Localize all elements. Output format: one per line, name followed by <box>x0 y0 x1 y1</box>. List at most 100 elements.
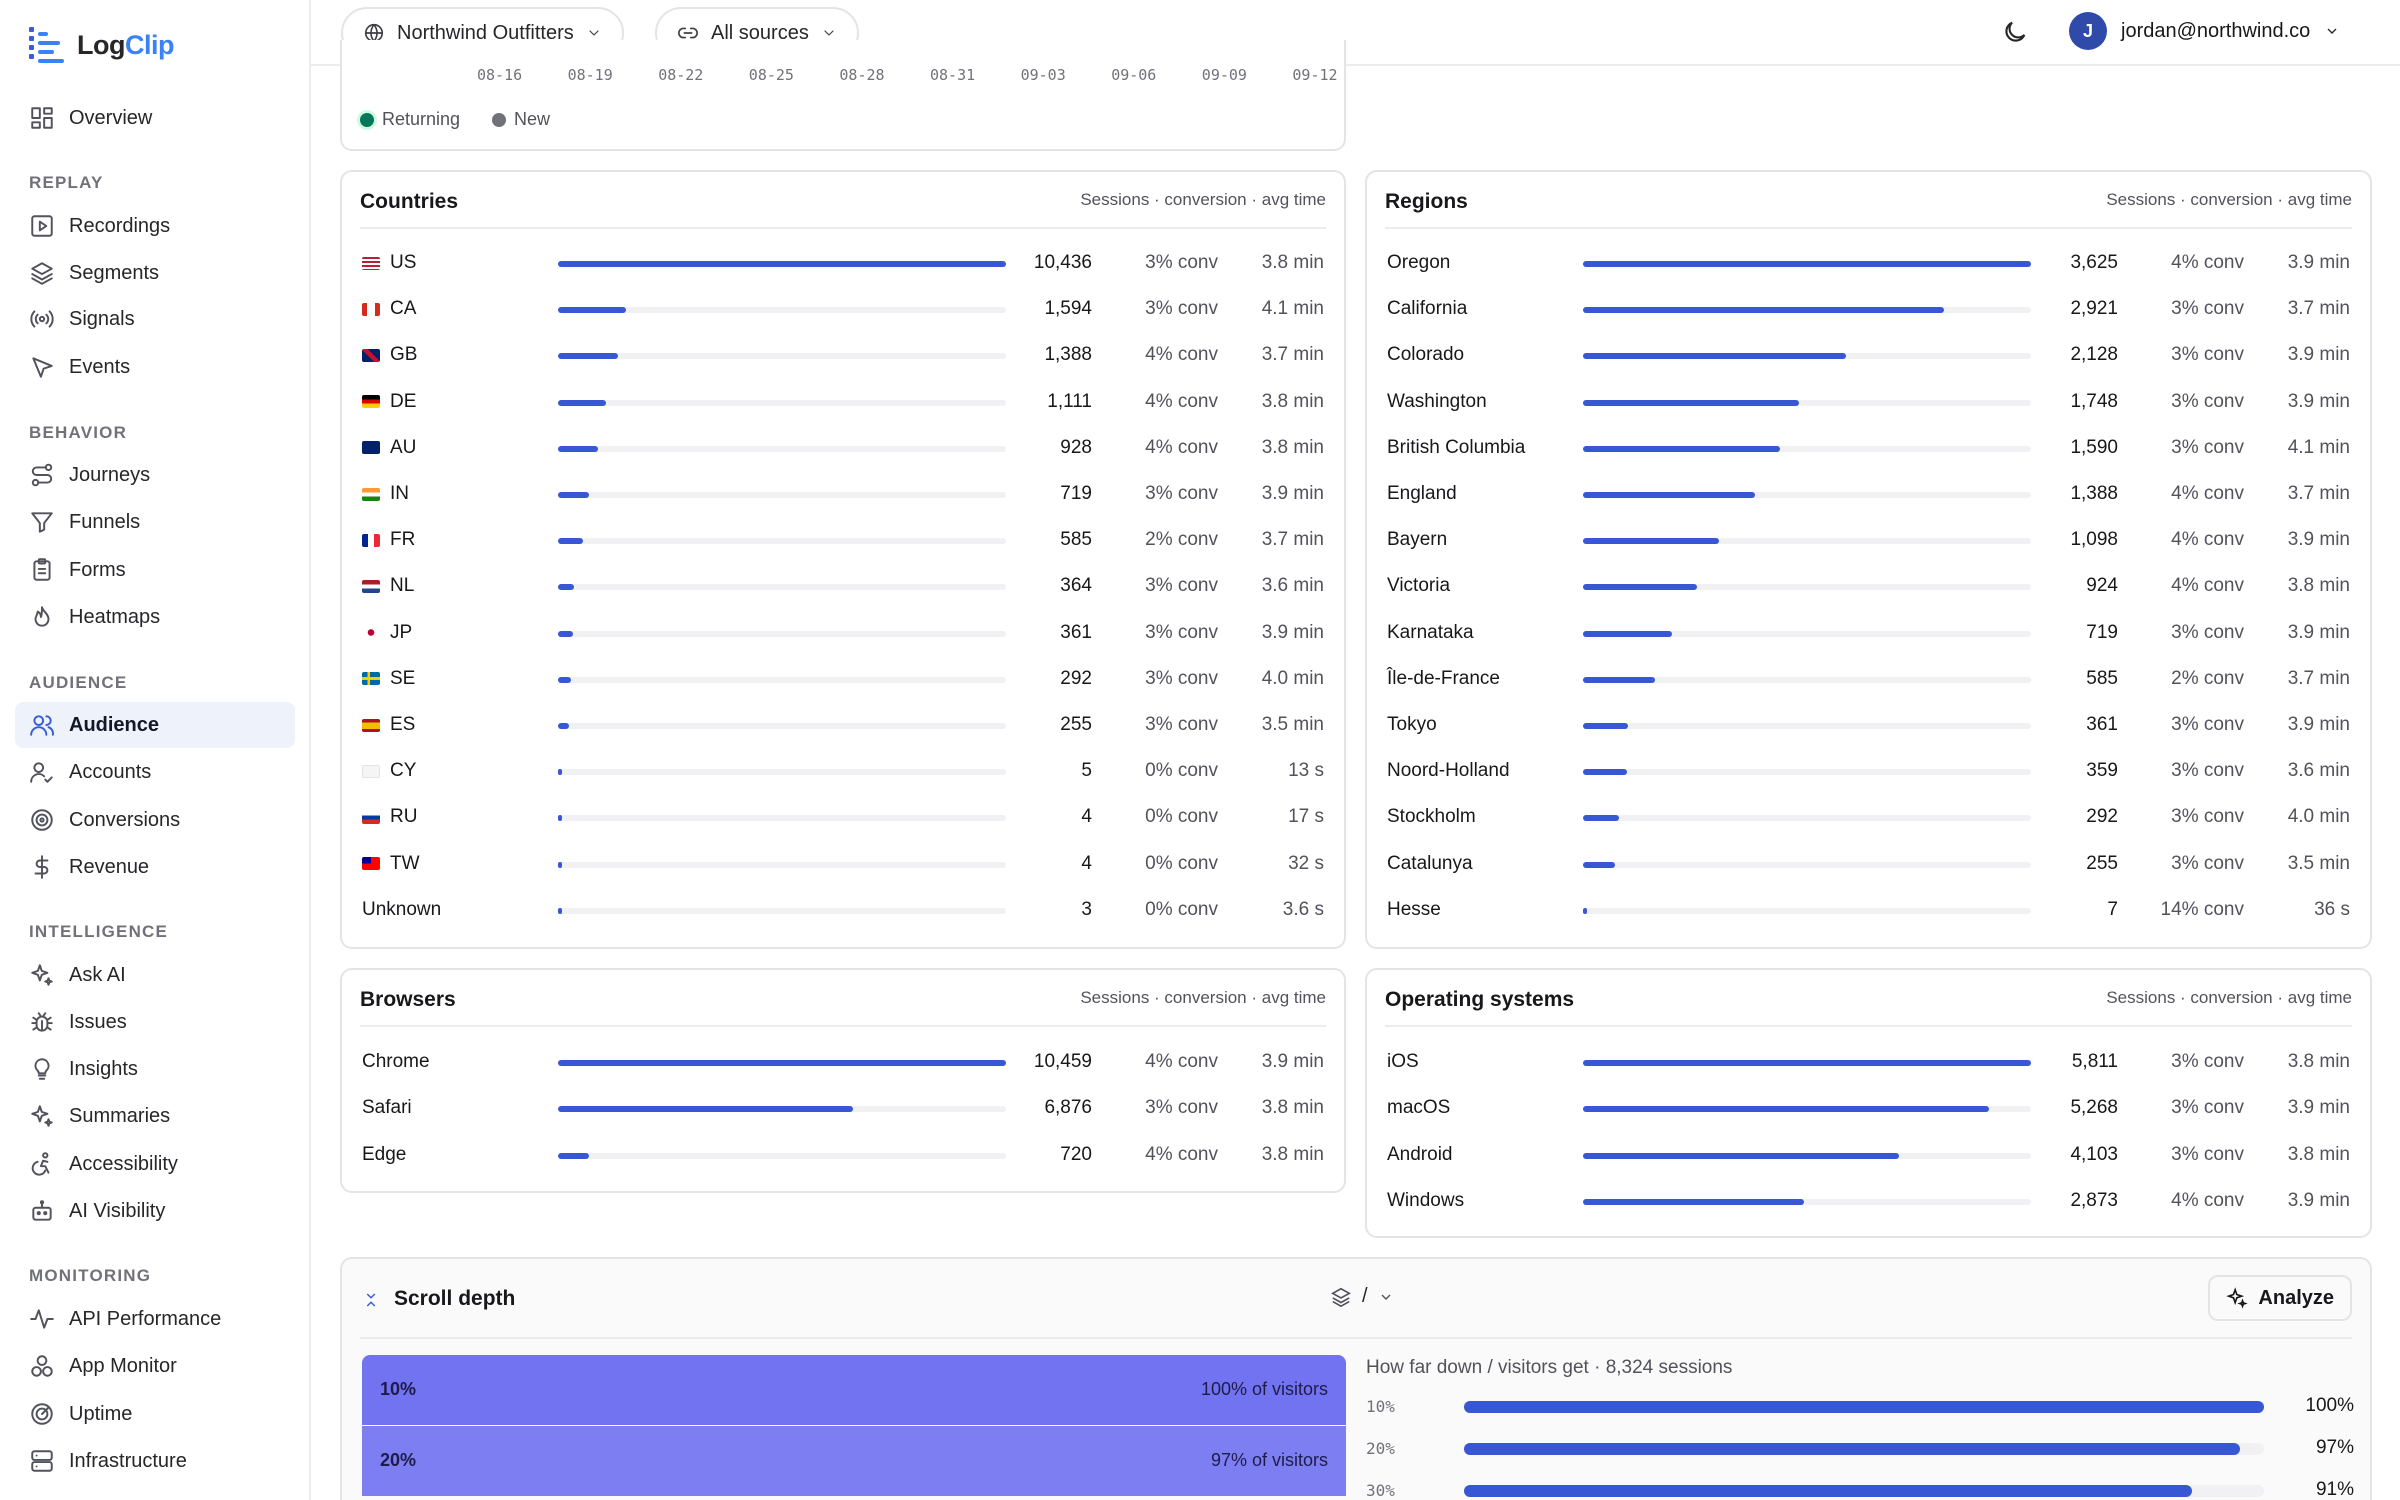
table-row[interactable]: Windows 2,873 4% conv 3.9 min <box>1387 1186 2350 1216</box>
sessions-value: 2,921 <box>2070 298 2118 320</box>
row-label: Karnataka <box>1387 622 1474 644</box>
ca-flag-icon <box>362 302 380 316</box>
nav-summaries[interactable]: Summaries <box>15 1093 295 1139</box>
user-menu[interactable]: J jordan@northwind.co <box>2069 12 2340 50</box>
logo-icon <box>29 27 64 63</box>
page-selector[interactable]: / <box>1330 1285 1394 1308</box>
table-row[interactable]: Stockholm 292 3% conv 4.0 min <box>1387 802 2350 832</box>
table-row[interactable]: Oregon 3,625 4% conv 3.9 min <box>1387 248 2350 278</box>
nav-ask-ai[interactable]: Ask AI <box>15 952 295 998</box>
nav-forms[interactable]: Forms <box>15 547 295 593</box>
legend-item-new[interactable]: New <box>492 109 550 130</box>
bar-track <box>558 861 1006 868</box>
nav-accessibility[interactable]: Accessibility <box>15 1141 295 1187</box>
table-row[interactable]: JP 361 3% conv 3.9 min <box>362 618 1324 648</box>
nav-revenue[interactable]: Revenue <box>15 844 295 890</box>
row-label-text: Karnataka <box>1387 621 1474 643</box>
sessions-value: 1,594 <box>1044 298 1092 320</box>
legend-item-returning[interactable]: Returning <box>360 109 460 130</box>
bar-track <box>1583 676 2031 683</box>
table-row[interactable]: FR 585 2% conv 3.7 min <box>362 525 1324 555</box>
nav-heatmaps[interactable]: Heatmaps <box>15 594 295 640</box>
nav-signals[interactable]: Signals <box>15 296 295 342</box>
divider <box>360 1025 1326 1027</box>
table-row[interactable]: Bayern 1,098 4% conv 3.9 min <box>1387 525 2350 555</box>
table-row[interactable]: CY 5 0% conv 13 s <box>362 756 1324 786</box>
table-row[interactable]: Catalunya 255 3% conv 3.5 min <box>1387 849 2350 879</box>
nav-events[interactable]: Events <box>15 344 295 390</box>
row-label-text: Windows <box>1387 1189 1465 1211</box>
nav-conversions[interactable]: Conversions <box>15 797 295 843</box>
nav-audience[interactable]: Audience <box>15 702 295 748</box>
nav-label: Audience <box>69 713 160 736</box>
table-row[interactable]: Unknown 3 0% conv 3.6 s <box>362 895 1324 925</box>
table-row[interactable]: ES 255 3% conv 3.5 min <box>362 710 1324 740</box>
brand-name: LogClip <box>77 30 174 61</box>
table-row[interactable]: IN 719 3% conv 3.9 min <box>362 479 1324 509</box>
table-row[interactable]: Android 4,103 3% conv 3.8 min <box>1387 1140 2350 1170</box>
nav-api-performance[interactable]: API Performance <box>15 1296 295 1342</box>
table-row[interactable]: DE 1,111 4% conv 3.8 min <box>362 387 1324 417</box>
table-row[interactable]: Chrome 10,459 4% conv 3.9 min <box>362 1047 1324 1077</box>
table-row[interactable]: Victoria 924 4% conv 3.8 min <box>1387 571 2350 601</box>
nav-label: Revenue <box>69 855 150 878</box>
collapse-icon[interactable] <box>362 1291 380 1309</box>
nav-uptime[interactable]: Uptime <box>15 1391 295 1437</box>
table-row[interactable]: iOS 5,811 3% conv 3.8 min <box>1387 1047 2350 1077</box>
table-row[interactable]: SE 292 3% conv 4.0 min <box>362 664 1324 694</box>
bar-fill <box>1583 1106 1990 1113</box>
bar-fill <box>1464 1401 2264 1413</box>
table-row[interactable]: Île-de-France 585 2% conv 3.7 min <box>1387 664 2350 694</box>
analyze-button[interactable]: Analyze <box>2208 1275 2352 1321</box>
table-row[interactable]: England 1,388 4% conv 3.7 min <box>1387 479 2350 509</box>
conversion-value: 3% conv <box>1145 298 1218 320</box>
table-row[interactable]: Safari 6,876 3% conv 3.8 min <box>362 1093 1324 1123</box>
avg-time-value: 3.9 min <box>2287 1097 2350 1119</box>
table-row[interactable]: NL 364 3% conv 3.6 min <box>362 571 1324 601</box>
row-label: macOS <box>1387 1097 1450 1119</box>
logo[interactable]: LogClip <box>27 24 174 66</box>
nav-infrastructure[interactable]: Infrastructure <box>15 1438 295 1484</box>
table-row[interactable]: macOS 5,268 3% conv 3.9 min <box>1387 1093 2350 1123</box>
table-row[interactable]: RU 4 0% conv 17 s <box>362 802 1324 832</box>
nav-overview[interactable]: Overview <box>15 95 295 141</box>
scroll-band[interactable]: 10% 100% of visitors <box>362 1355 1346 1425</box>
bar-track <box>1583 445 2031 452</box>
row-label: California <box>1387 298 1467 320</box>
nav-funnels[interactable]: Funnels <box>15 499 295 545</box>
scroll-band[interactable]: 20% 97% of visitors <box>362 1426 1346 1496</box>
table-row[interactable]: CA 1,594 3% conv 4.1 min <box>362 294 1324 324</box>
nav-recordings[interactable]: Recordings <box>15 203 295 249</box>
avg-time-value: 13 s <box>1288 760 1324 782</box>
nav-app-monitor[interactable]: App Monitor <box>15 1343 295 1389</box>
brand-part2: Clip <box>124 29 175 60</box>
bar-track <box>558 307 1006 314</box>
es-flag-icon <box>362 718 380 732</box>
table-row[interactable]: Karnataka 719 3% conv 3.9 min <box>1387 618 2350 648</box>
table-row[interactable]: TW 4 0% conv 32 s <box>362 849 1324 879</box>
table-row[interactable]: AU 928 4% conv 3.8 min <box>362 433 1324 463</box>
nav-journeys[interactable]: Journeys <box>15 452 295 498</box>
moon-icon[interactable] <box>2001 18 2029 46</box>
table-row[interactable]: Tokyo 361 3% conv 3.9 min <box>1387 710 2350 740</box>
table-row[interactable]: Hesse 7 14% conv 36 s <box>1387 895 2350 925</box>
nav-issues[interactable]: Issues <box>15 999 295 1045</box>
avg-time-value: 3.8 min <box>1261 390 1324 412</box>
conversion-value: 4% conv <box>1145 1051 1218 1072</box>
bar-track <box>1583 353 2031 360</box>
nav-accounts[interactable]: Accounts <box>15 749 295 795</box>
table-row[interactable]: Washington 1,748 3% conv 3.9 min <box>1387 387 2350 417</box>
table-row[interactable]: Edge 720 4% conv 3.8 min <box>362 1140 1324 1170</box>
nav-ai-visibility[interactable]: AI Visibility <box>15 1188 295 1234</box>
table-row[interactable]: US 10,436 3% conv 3.8 min <box>362 248 1324 278</box>
table-row[interactable]: Colorado 2,128 3% conv 3.9 min <box>1387 340 2350 370</box>
x-tick-label: 09-03 <box>1020 66 1066 84</box>
table-row[interactable]: British Columbia 1,590 3% conv 4.1 min <box>1387 433 2350 463</box>
table-row[interactable]: California 2,921 3% conv 3.7 min <box>1387 294 2350 324</box>
table-row[interactable]: Noord-Holland 359 3% conv 3.6 min <box>1387 756 2350 786</box>
table-row[interactable]: GB 1,388 4% conv 3.7 min <box>362 340 1324 370</box>
source-selector[interactable]: All sources <box>655 7 859 59</box>
bar-fill <box>1583 769 1628 776</box>
nav-segments[interactable]: Segments <box>15 250 295 296</box>
nav-insights[interactable]: Insights <box>15 1046 295 1092</box>
